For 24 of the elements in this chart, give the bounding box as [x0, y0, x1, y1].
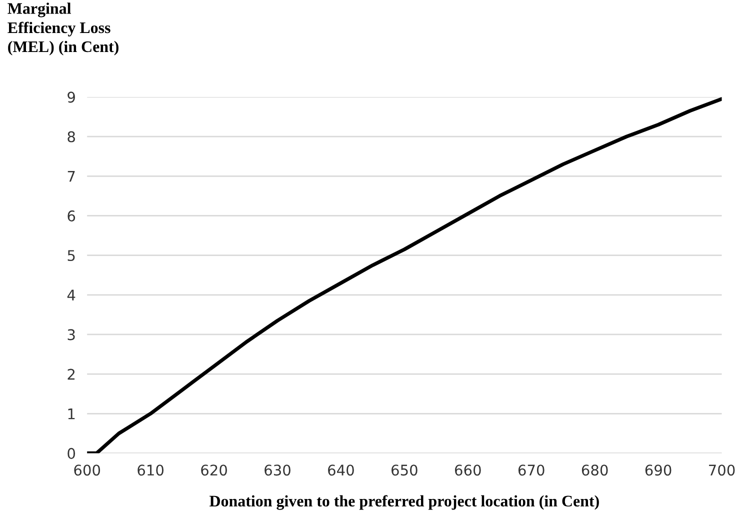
x-tick-label: 640 — [328, 464, 354, 476]
x-axis-title: Donation given to the preferred project location (in Cent) — [210, 495, 599, 510]
x-tick-label: 600 — [74, 464, 100, 476]
x-tick-label: 690 — [645, 464, 672, 476]
x-tick-label: 680 — [582, 464, 608, 476]
x-tick-label: 700 — [709, 464, 735, 476]
y-tick-label: 7 — [68, 171, 75, 182]
y-tick-label: 3 — [68, 329, 75, 340]
x-tick-label: 650 — [392, 464, 418, 476]
line-series — [87, 97, 722, 454]
x-tick-label: 610 — [138, 464, 164, 476]
y-tick-label: 9 — [68, 92, 75, 103]
y-tick-label: 8 — [68, 131, 75, 142]
x-tick-label: 630 — [264, 464, 290, 476]
y-tick-label: 2 — [68, 368, 75, 380]
y-axis-title: Marginal Efficiency Loss (MEL) (in Cent) — [8, 2, 118, 56]
y-tick-label: 6 — [68, 210, 76, 222]
y-tick-label: 0 — [68, 448, 76, 459]
y-tick-label: 5 — [68, 250, 75, 262]
y-tick-label: 4 — [67, 290, 76, 300]
x-tick-label: 670 — [518, 464, 544, 476]
x-tick-label: 660 — [454, 464, 481, 476]
x-tick-label: 620 — [201, 464, 227, 476]
y-tick-label: 1 — [68, 408, 75, 420]
